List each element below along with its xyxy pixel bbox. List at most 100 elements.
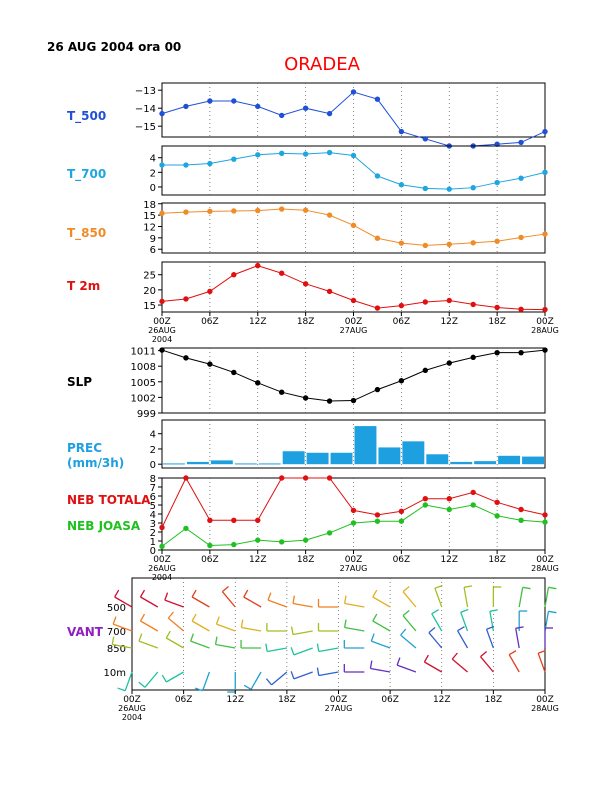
t2m-label: T 2m (67, 279, 100, 293)
t500-point (374, 96, 381, 102)
upper-time-axis-xtick-label: 06Z (201, 317, 219, 327)
upper-time-axis-date-label: 28AUG (531, 326, 559, 335)
prec-bar (186, 461, 209, 465)
neb-totala-point (398, 508, 405, 514)
wind-barb-shaft (400, 634, 417, 649)
neb-joasa-point (494, 513, 500, 519)
wind-barb-shaft (191, 620, 210, 632)
vant-xtick-label: 06Z (381, 695, 399, 705)
t850-point (422, 242, 429, 249)
t2m-ytick-label: 25 (143, 271, 156, 282)
neb-joasa-point (470, 502, 476, 508)
wind-barb-shaft (215, 643, 236, 649)
t2m-point (350, 297, 357, 304)
wind-barb (434, 584, 443, 608)
slp-point (374, 386, 381, 393)
neb-joasa-point (446, 506, 452, 513)
neb-joasa-point (183, 525, 189, 532)
wind-barb-feather (191, 613, 197, 622)
middle-time-axis-date-label: 27AUG (340, 564, 368, 573)
neb-totala-point (542, 512, 548, 518)
upper-time-axis-xtick-label: 18Z (297, 317, 315, 327)
wind-barb (139, 613, 159, 632)
wind-barb-feather (290, 647, 295, 656)
wind-barb-feather (515, 626, 524, 629)
prec-bar (426, 454, 449, 465)
wind-barb (265, 643, 287, 653)
slp-point (255, 380, 261, 386)
wind-barb-feather (428, 627, 436, 634)
wind-barb (451, 652, 468, 673)
t700-point (278, 150, 285, 157)
wind-barb-shaft (424, 661, 443, 673)
neb-totala-point (255, 517, 261, 523)
wind-barb-shaft (140, 596, 159, 608)
prec-bar (330, 452, 353, 465)
wind-barb-feather (486, 625, 495, 630)
wind-barb-feather (165, 630, 171, 639)
wind-barb (243, 589, 262, 608)
vant-date-label: 26AUG (118, 704, 146, 713)
wind-barb-feather (111, 636, 115, 645)
wind-barb (191, 613, 210, 632)
wind-barb-feather (117, 687, 126, 692)
neb-totala-point (231, 517, 237, 523)
t850-ytick-label: 15 (143, 211, 156, 222)
wind-barb-feather (164, 592, 169, 601)
wind-barb-feather (243, 684, 252, 690)
prec-ytick-label: 4 (150, 430, 156, 441)
t700-ytick-label: 0 (150, 183, 156, 194)
prec-bar (378, 447, 401, 465)
wind-barb-feather (167, 611, 174, 619)
wind-barb-feather (431, 609, 440, 615)
wind-barb-feather (372, 613, 378, 622)
t850-label: T_850 (67, 226, 106, 241)
t2m-point (278, 270, 285, 276)
t2m-point (446, 297, 452, 304)
wind-barb (456, 626, 469, 649)
t850-ytick-label: 12 (143, 222, 156, 233)
upper-time-axis-xtick-label: 18Z (488, 317, 506, 327)
t850-ytick-label: 18 (143, 200, 156, 211)
slp-line (161, 349, 546, 402)
wind-barb (402, 586, 417, 608)
wind-barb (544, 586, 557, 608)
station-title: ORADEA (284, 54, 360, 75)
wind-barb-shaft (292, 630, 313, 636)
wind-barb-feather (190, 633, 194, 642)
wind-barb-feather (434, 584, 443, 589)
wind-barb-shaft (293, 647, 313, 656)
wind-barb (537, 649, 546, 673)
vant-level-label: 700 (107, 627, 126, 638)
t2m-ytick-label: 20 (143, 286, 156, 297)
t500-point (518, 139, 524, 146)
neb-joasa-point (518, 517, 524, 523)
middle-time-axis-xtick-label: 06Z (201, 555, 219, 565)
vant-xtick-label: 12Z (433, 695, 451, 705)
wind-barb-feather (402, 610, 410, 617)
prec-bar (354, 426, 377, 465)
wind-barb-feather (240, 619, 244, 628)
wind-barb-feather (265, 678, 273, 686)
wind-barb-shaft (164, 599, 184, 608)
t700-point (255, 152, 261, 158)
t500-point (183, 103, 189, 110)
t500-point (542, 128, 548, 135)
wind-barb (370, 633, 391, 649)
prec-bar (234, 463, 257, 465)
vant-label: VANT (67, 625, 104, 639)
wind-barb (485, 625, 495, 649)
wind-barb (508, 650, 520, 673)
t2m-ytick-label: 15 (143, 301, 156, 312)
wind-barb (317, 623, 339, 632)
prec-bar (450, 461, 473, 465)
neb-joasa-point (278, 539, 285, 545)
wind-barb (431, 609, 443, 632)
wind-barb-feather (215, 616, 220, 625)
middle-time-axis-xtick-label: 06Z (393, 555, 411, 565)
wind-barb-feather (537, 649, 546, 654)
prec-bar (306, 452, 329, 465)
wind-barb (290, 647, 313, 656)
neb-totala-point (446, 496, 452, 502)
